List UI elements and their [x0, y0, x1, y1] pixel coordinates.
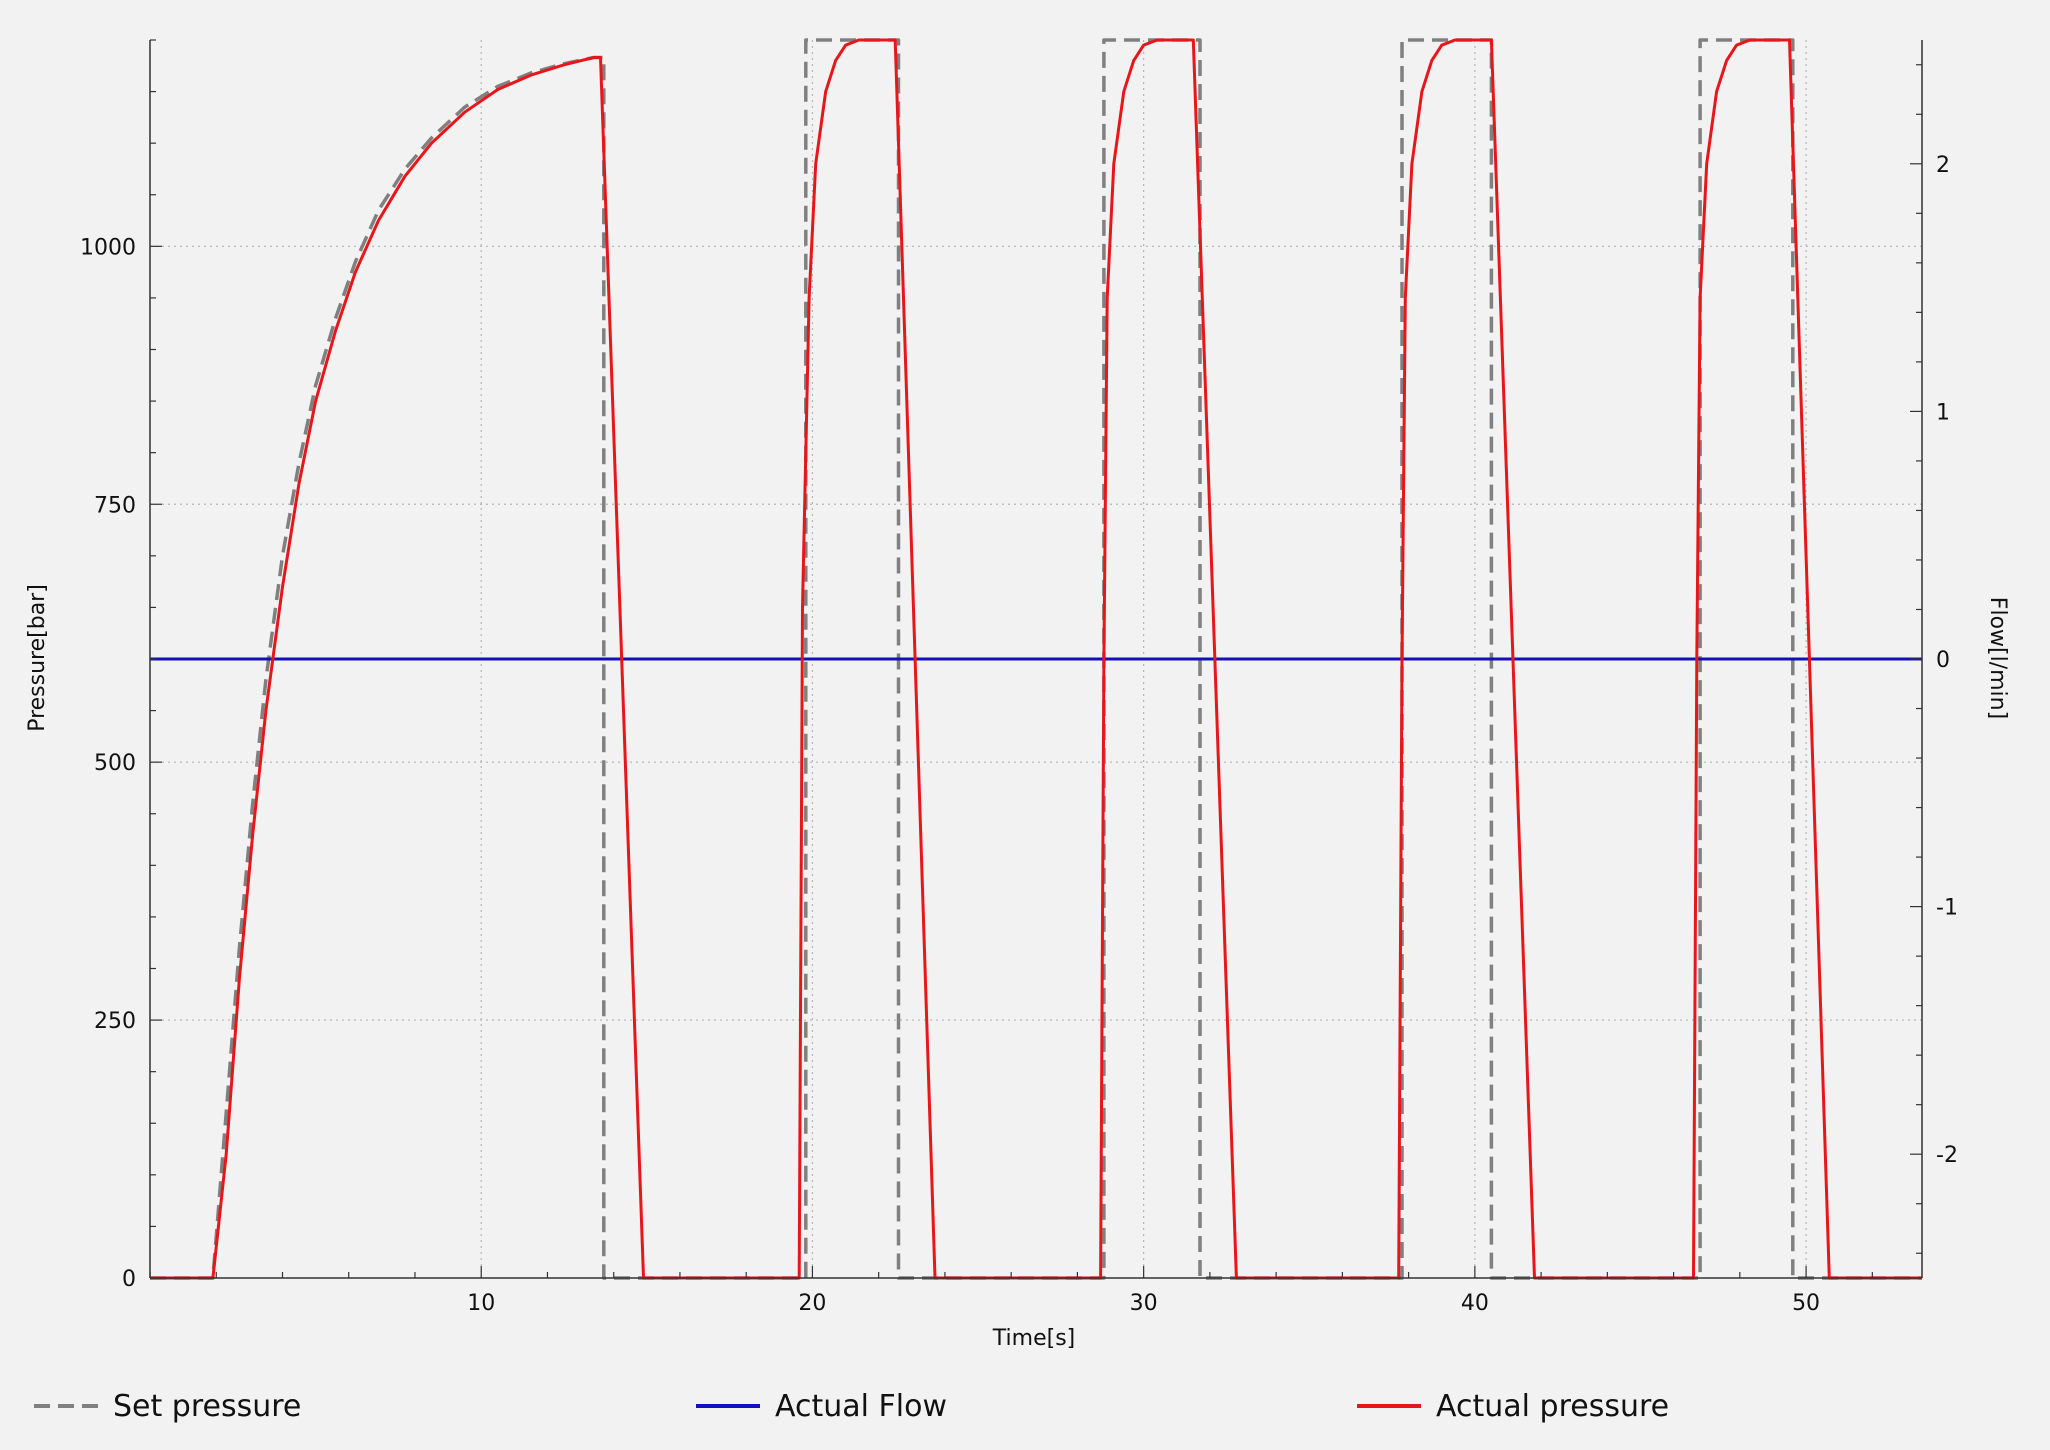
y-right-tick-label: -1: [1936, 896, 1958, 921]
y-tick-label: 250: [94, 1009, 136, 1034]
legend-label-set-pressure: Set pressure: [113, 1389, 301, 1424]
x-tick-label: 20: [798, 1291, 826, 1316]
y-tick-label: 500: [94, 751, 136, 776]
x-tick-label: 50: [1792, 1291, 1820, 1316]
y-axis-title: Pressure[bar]: [25, 584, 50, 732]
y-tick-label: 0: [122, 1267, 136, 1292]
y-tick-label: 750: [94, 493, 136, 518]
x-tick-label: 10: [467, 1291, 495, 1316]
legend-item-actual-flow: Actual Flow: [696, 1389, 947, 1424]
legend-item-actual-pressure: Actual pressure: [1357, 1389, 1669, 1424]
legend: Set pressure Actual Flow Actual pressure: [34, 1389, 1669, 1424]
x-axis-title: Time[s]: [992, 1326, 1075, 1351]
legend-label-actual-flow: Actual Flow: [775, 1389, 947, 1424]
y-right-axis-title: Flow[l/min]: [1985, 597, 2010, 719]
series-group: [150, 38, 1922, 1280]
y-tick-label: 1000: [80, 235, 136, 260]
y-right-tick-label: 1: [1936, 400, 1950, 425]
x-tick-label: 40: [1461, 1291, 1489, 1316]
y-right-tick-label: -2: [1936, 1143, 1958, 1168]
legend-label-actual-pressure: Actual pressure: [1436, 1389, 1669, 1424]
series-line-actual-pressure: [150, 38, 1922, 1280]
y-right-tick-label: 2: [1936, 153, 1950, 178]
legend-item-set-pressure: Set pressure: [34, 1389, 301, 1424]
y-right-tick-label: 0: [1936, 648, 1950, 673]
x-tick-label: 30: [1130, 1291, 1158, 1316]
